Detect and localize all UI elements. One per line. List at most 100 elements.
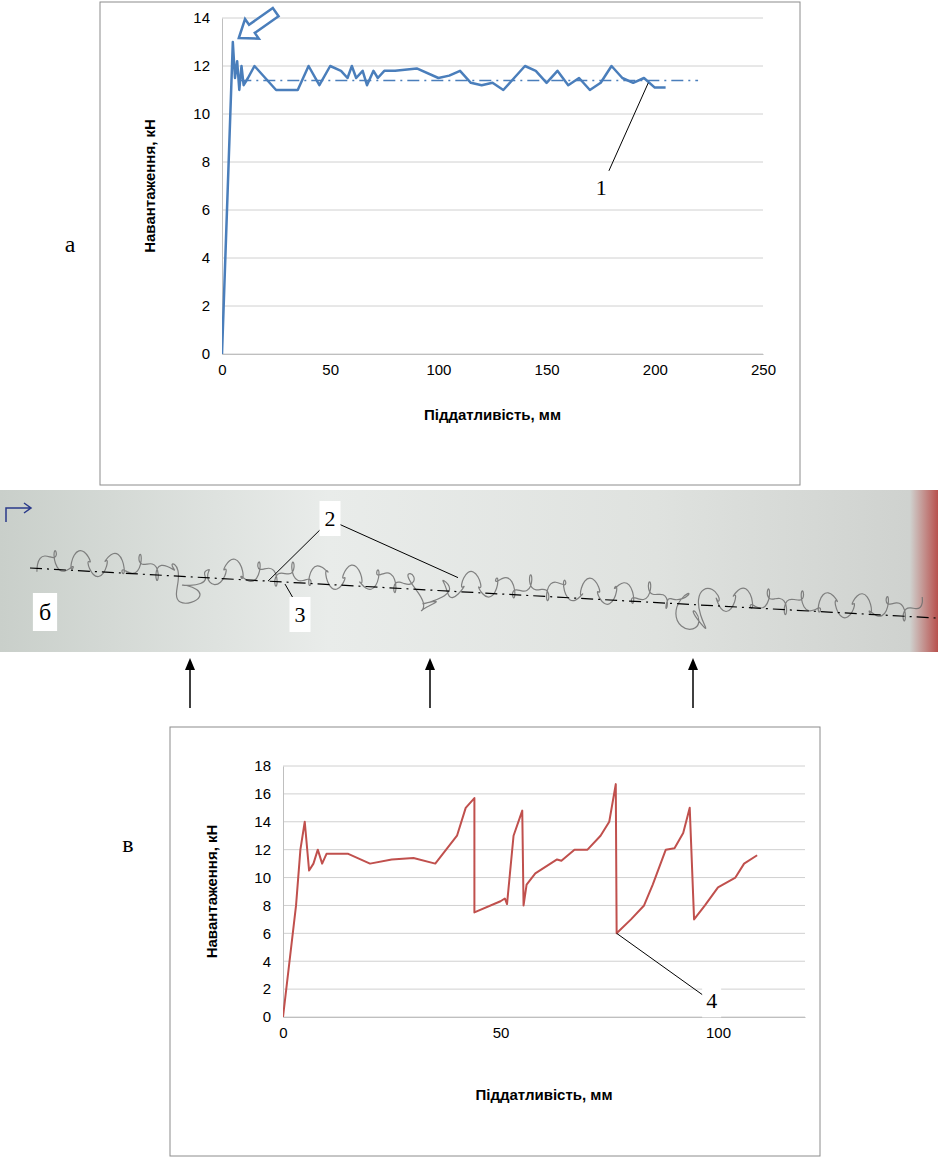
callout: 3 [295, 602, 306, 627]
tick-label: 100 [426, 361, 451, 378]
tick-label: 250 [751, 361, 776, 378]
link-arrow-shaft [429, 668, 431, 708]
tick: 100 [426, 354, 451, 378]
tick-label: 14 [254, 813, 271, 830]
axis-dash-line [30, 568, 936, 618]
x-axis: 0 50 100 [279, 1017, 805, 1041]
label-patch [592, 171, 611, 204]
chart-panel: 0 50 100 0 2 4 6 8 10 12 14 16 18 Піддатливість, мм На… [170, 727, 820, 1156]
leader-line [330, 520, 458, 578]
crack-trace [37, 551, 922, 630]
tick: 18 [254, 757, 283, 774]
tick-label: 8 [202, 153, 210, 170]
panel-letter: а [65, 231, 76, 257]
tick-label: 10 [254, 869, 271, 886]
y-axis-title: Навантаження, кН [203, 825, 220, 959]
grid-line [283, 849, 805, 850]
tick-label: 16 [254, 785, 271, 802]
tick-label: 2 [202, 297, 210, 314]
tick: 10 [254, 869, 283, 886]
y-axis-title: Навантаження, кН [141, 119, 158, 253]
axis-line [223, 354, 764, 355]
y-axis: 0 2 4 6 8 10 12 14 [193, 9, 222, 362]
tick-label: 2 [263, 980, 271, 997]
tick-label: 10 [193, 105, 210, 122]
tick: 8 [263, 897, 283, 914]
tick-label: 100 [706, 1024, 731, 1041]
grid-line [283, 821, 805, 822]
link-arrow-shaft [692, 668, 694, 708]
tick: 12 [254, 841, 283, 858]
link-arrow-head [425, 658, 435, 670]
label-patch [320, 501, 341, 536]
grid-line [222, 354, 763, 355]
page: 05010015020025002468101214Піддатливість,… [0, 0, 938, 1159]
tick-label: 6 [263, 925, 271, 942]
tick: 250 [751, 354, 776, 378]
x-axis-title: Піддатливість, мм [475, 1086, 612, 1103]
x-axis-title: Піддатливість, мм [424, 406, 561, 423]
grid-line [283, 905, 805, 906]
photo-ground [0, 490, 938, 652]
data-line [222, 42, 666, 354]
y-axis: 0 2 4 6 8 10 12 14 16 18 [254, 757, 283, 1025]
tick-label: 0 [263, 1008, 271, 1025]
tick: 14 [193, 9, 222, 26]
tick: 16 [254, 785, 283, 802]
tick: 6 [263, 925, 283, 942]
link-arrow-head [688, 658, 698, 670]
annotation: 1 [596, 175, 607, 200]
tick: 2 [202, 297, 222, 314]
tick-label: 50 [493, 1024, 510, 1041]
x-axis: 050100150200250 [218, 354, 776, 378]
tick-label: 6 [202, 201, 210, 218]
tick: 50 [493, 1017, 510, 1041]
annotation: 4 [706, 988, 717, 1013]
tick-label: 12 [193, 57, 210, 74]
grid-line [222, 258, 763, 259]
hand-arrow [6, 503, 31, 522]
panel-letter: б [39, 599, 51, 625]
callout: 2 [325, 506, 336, 531]
tick-label: 0 [202, 345, 210, 362]
tick: 50 [322, 354, 339, 378]
grid-line [283, 877, 805, 878]
tick-label: 14 [193, 9, 210, 26]
panel-letter: в [122, 831, 133, 857]
link-arrow-shaft [189, 668, 191, 708]
grid-line [222, 66, 763, 67]
label-patch [702, 984, 721, 1017]
grid-line [283, 989, 805, 990]
leader-line [617, 933, 712, 1001]
link-arrow-head [185, 658, 195, 670]
grid-line [222, 114, 763, 115]
tick: 150 [535, 354, 560, 378]
label-patch [33, 593, 57, 631]
tick: 2 [263, 980, 283, 997]
axis-line [283, 767, 284, 1018]
chart-frame [100, 2, 800, 485]
tick-label: 4 [263, 953, 271, 970]
tick-label: 12 [254, 841, 271, 858]
grid-line [283, 793, 805, 794]
data-line [283, 784, 757, 1017]
tick: 200 [643, 354, 668, 378]
tick-label: 0 [279, 1024, 287, 1041]
tick-label: 150 [535, 361, 560, 378]
grid-line [222, 18, 763, 19]
tick-label: 4 [202, 249, 210, 266]
axis-line [284, 1017, 806, 1018]
photo-panel: 2 3 б [0, 490, 938, 652]
tick-label: 8 [263, 897, 271, 914]
grid-line [283, 1017, 805, 1018]
tick: 6 [202, 201, 222, 218]
tick: 0 [279, 1017, 287, 1041]
grid-line [222, 162, 763, 163]
tick: 8 [202, 153, 222, 170]
chart-panel: 0 50 100 150 200 250 0 2 4 6 8 10 12 14 Піддатливість,… [100, 2, 800, 485]
grid-line [283, 933, 805, 934]
data-line [239, 80, 698, 82]
plot-marks [283, 784, 757, 1017]
plot-marks [222, 42, 698, 354]
tick: 10 [193, 105, 222, 122]
